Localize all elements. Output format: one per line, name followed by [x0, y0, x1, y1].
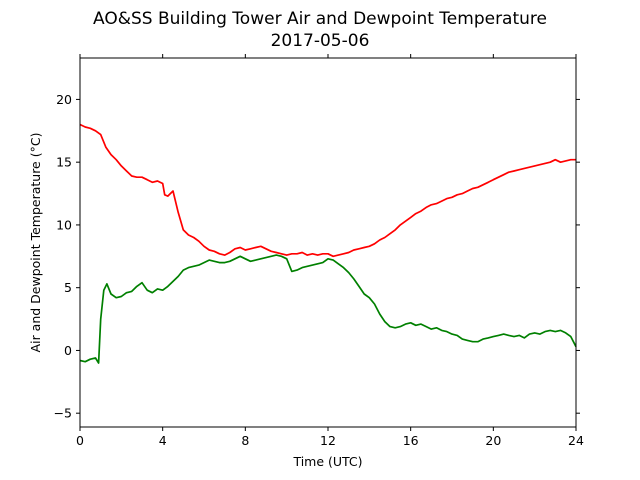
- series-line-0: [79, 123, 576, 258]
- y-tick-label: 15: [56, 155, 72, 170]
- y-tick-label: 0: [64, 343, 72, 358]
- x-tick-label: 16: [403, 433, 419, 448]
- plot-area: [79, 123, 577, 364]
- axis-ticks: 0 4 8 12 16 20 24 −5 0 5 10 15 20: [54, 54, 584, 448]
- y-tick-label: 20: [56, 92, 72, 107]
- y-tick-label: −5: [54, 406, 72, 421]
- x-axis-label: Time (UTC): [292, 454, 362, 469]
- x-tick-label: 24: [568, 433, 584, 448]
- y-axis-label: Air and Dewpoint Temperature (°C): [28, 133, 43, 353]
- x-tick-label: 20: [485, 433, 501, 448]
- x-tick-label: 4: [159, 433, 167, 448]
- chart-subtitle: 2017-05-06: [271, 31, 370, 51]
- y-tick-label: 10: [56, 217, 72, 232]
- x-tick-label: 8: [241, 433, 249, 448]
- series-line-1: [79, 254, 577, 364]
- x-tick-label: 12: [320, 433, 336, 448]
- chart-title: AO&SS Building Tower Air and Dewpoint Te…: [93, 9, 547, 29]
- x-tick-label: 0: [76, 433, 84, 448]
- y-tick-label: 5: [64, 280, 72, 295]
